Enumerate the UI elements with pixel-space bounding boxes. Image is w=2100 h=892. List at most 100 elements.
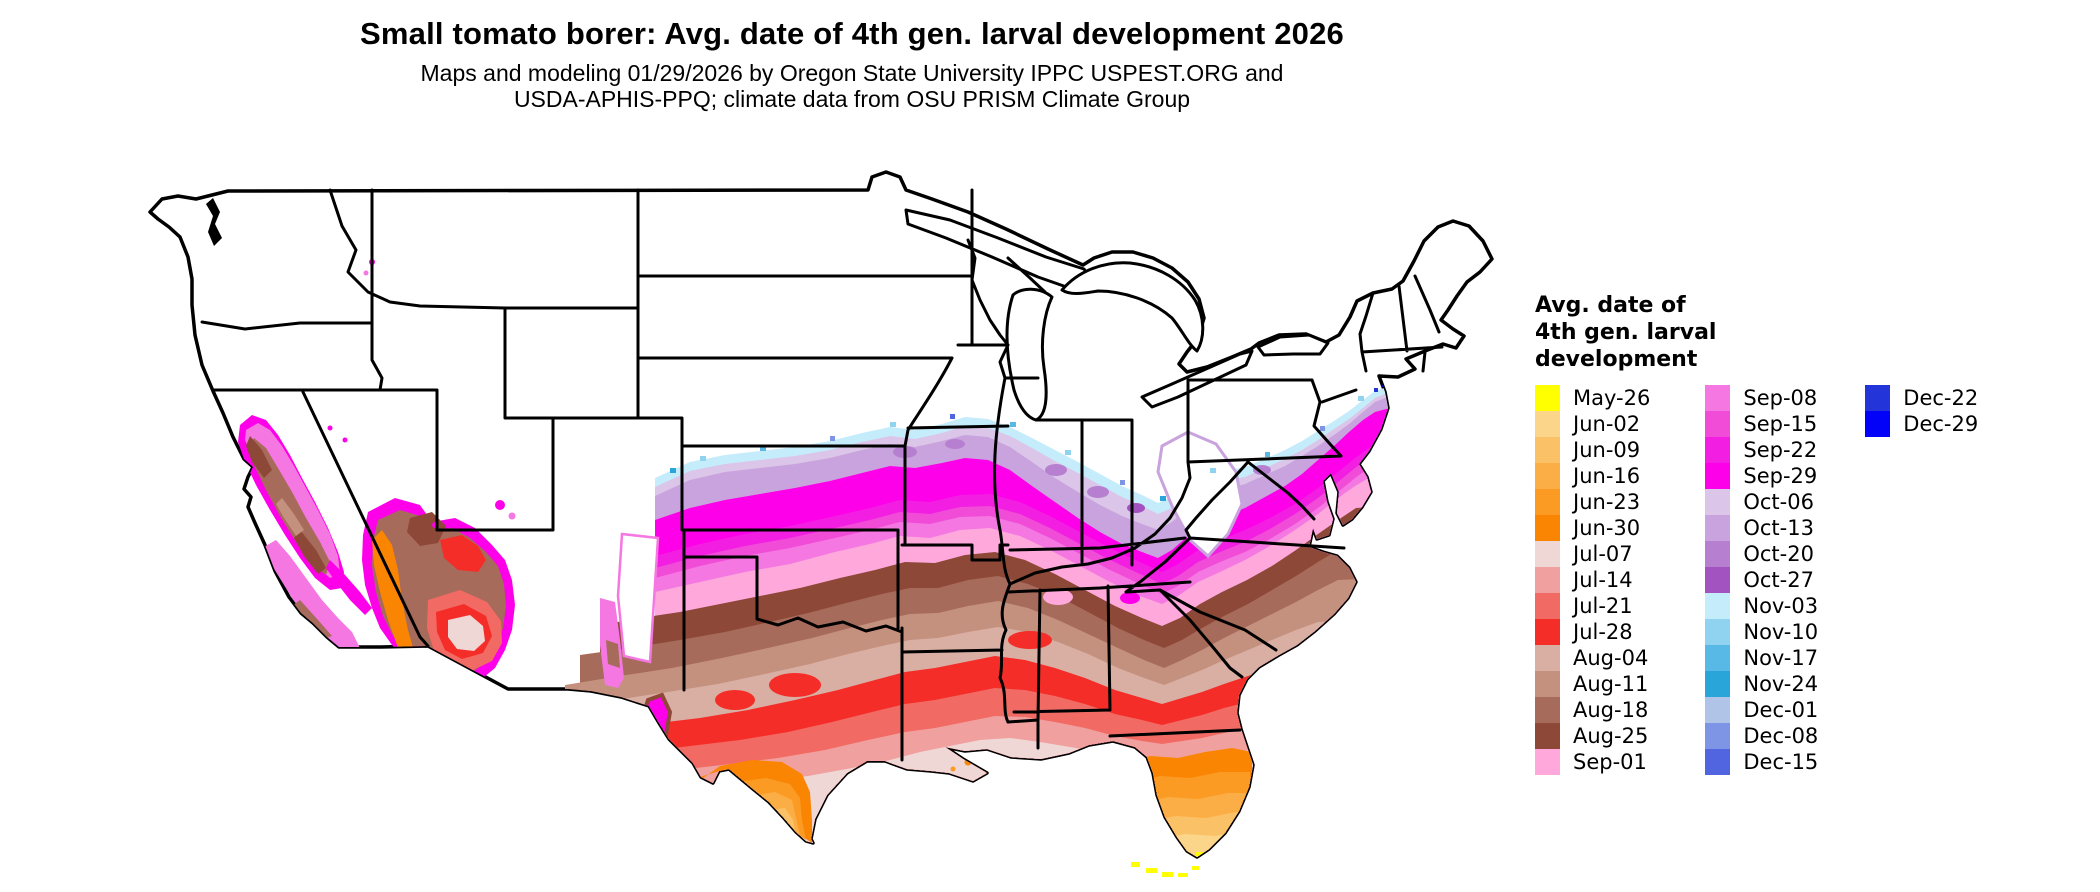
band-oct-27 — [1127, 503, 1145, 513]
legend-entry: Oct-20 — [1705, 541, 1818, 567]
lake-ontario — [1256, 333, 1330, 357]
legend-entry: Nov-03 — [1705, 593, 1818, 619]
band-jun-23 — [400, 655, 430, 680]
legend-swatch — [1705, 489, 1731, 515]
band-dec-08 — [1320, 426, 1325, 431]
band-dec-08 — [830, 436, 835, 441]
legend-swatch — [1535, 489, 1560, 515]
legend-entry: Dec-15 — [1705, 749, 1818, 775]
legend: Avg. date of 4th gen. larval development… — [1535, 292, 2095, 775]
legend-label: Jul-21 — [1573, 594, 1633, 618]
legend-swatch — [1535, 411, 1560, 437]
map-subtitle: Maps and modeling 01/29/2026 by Oregon S… — [152, 60, 1552, 112]
legend-swatch — [1865, 385, 1891, 411]
legend-label: Jul-28 — [1573, 620, 1633, 644]
map-title: Small tomato borer: Avg. date of 4th gen… — [359, 16, 1344, 51]
legend-entry: Sep-15 — [1705, 411, 1818, 437]
legend-label: Dec-08 — [1743, 724, 1819, 748]
legend-entry: Jun-30 — [1535, 515, 1650, 541]
band-oct-20 — [1087, 486, 1109, 498]
legend-swatch — [1535, 437, 1560, 463]
legend-label: Jul-14 — [1573, 568, 1633, 592]
legend-entry: Aug-18 — [1535, 697, 1650, 723]
legend-label: Jun-09 — [1573, 438, 1641, 462]
band-may-26 — [1178, 873, 1188, 877]
band-aug-18 — [292, 600, 332, 640]
legend-label: Jun-30 — [1573, 516, 1641, 540]
legend-entry: Oct-06 — [1705, 489, 1818, 515]
legend-entry: Jul-28 — [1535, 619, 1650, 645]
band-jul-28 — [1008, 631, 1052, 649]
legend-entry: Nov-17 — [1705, 645, 1818, 671]
legend-swatch — [1535, 619, 1560, 645]
band-sep-08 — [508, 512, 516, 520]
legend-swatch — [1705, 697, 1731, 723]
legend-swatch — [1535, 515, 1560, 541]
legend-entry: Dec-22 — [1865, 385, 1978, 411]
legend-entry: Jun-09 — [1535, 437, 1650, 463]
legend-entry: Jul-21 — [1535, 593, 1650, 619]
band-nov-10 — [700, 456, 706, 461]
legend-label: Jun-16 — [1573, 464, 1641, 488]
band-dec-22 — [1374, 388, 1378, 392]
legend-swatch — [1535, 749, 1560, 775]
legend-swatch — [1535, 671, 1560, 697]
legend-entry: Jun-23 — [1535, 489, 1650, 515]
map-subtitle-line2: USDA-APHIS-PPQ; climate data from OSU PR… — [513, 86, 1191, 112]
legend-label: Oct-20 — [1743, 542, 1814, 566]
band-dec-08 — [1120, 480, 1125, 485]
lake-michigan — [1005, 287, 1054, 422]
band-sep-29 — [326, 560, 372, 615]
legend-entry: Aug-04 — [1535, 645, 1650, 671]
band-jul-28 — [440, 535, 486, 572]
legend-swatch — [1705, 671, 1731, 697]
legend-swatch — [1865, 411, 1891, 437]
legend-title: Avg. date of 4th gen. larval development — [1535, 293, 1717, 372]
legend-swatch — [1705, 619, 1731, 645]
legend-entry: May-26 — [1535, 385, 1650, 411]
legend-entry: Jun-16 — [1535, 463, 1650, 489]
legend-label: Aug-18 — [1573, 698, 1649, 722]
great-lakes — [904, 208, 1330, 422]
band-jul-28 — [769, 673, 821, 697]
legend-swatch — [1705, 411, 1731, 437]
band-sep-29 — [327, 425, 333, 431]
legend-entry: Nov-24 — [1705, 671, 1818, 697]
legend-label: Dec-22 — [1903, 386, 1979, 410]
legend-label: Dec-01 — [1743, 698, 1819, 722]
band-sep-29 — [342, 437, 348, 443]
band-nov-17 — [760, 446, 766, 451]
legend-swatch — [1705, 723, 1731, 749]
legend-entry: Sep-29 — [1705, 463, 1818, 489]
band-nov-17 — [1265, 452, 1270, 457]
legend-label: Aug-25 — [1573, 724, 1649, 748]
band-oct-20 — [1045, 464, 1067, 476]
legend-swatch — [1535, 463, 1560, 489]
legend-swatch — [1535, 541, 1560, 567]
legend-entry: Sep-08 — [1705, 385, 1818, 411]
legend-entry: Aug-11 — [1535, 671, 1650, 697]
legend-entry: Sep-01 — [1535, 749, 1650, 775]
legend-label: Dec-15 — [1743, 750, 1819, 774]
legend-label: Aug-11 — [1573, 672, 1649, 696]
band-nov-10 — [890, 422, 896, 427]
legend-label: Nov-17 — [1743, 646, 1819, 670]
band-jun-30 — [692, 760, 812, 843]
legend-label: Sep-29 — [1743, 464, 1818, 488]
legend-column-2: Sep-08 Sep-15 Sep-22 Sep-29 Oct-06 Oct-13 Oct-… — [1705, 385, 1818, 775]
legend-swatch — [1705, 593, 1731, 619]
band-may-26 — [1162, 872, 1173, 877]
legend-swatch — [1535, 593, 1560, 619]
legend-label: Jul-07 — [1573, 542, 1633, 566]
band-oct-20 — [945, 439, 965, 449]
legend-label: May-26 — [1573, 386, 1651, 410]
legend-entry: Nov-10 — [1705, 619, 1818, 645]
legend-entries: May-26 Jun-02 Jun-09 Jun-16 Jun-23 Jun-30 Jul-… — [1535, 385, 1978, 775]
band-jun-30 — [372, 530, 420, 672]
band-jul-28 — [715, 690, 755, 710]
band-dec-15 — [950, 414, 955, 419]
legend-swatch — [1705, 541, 1731, 567]
legend-label: Nov-24 — [1743, 672, 1819, 696]
legend-entry: Oct-27 — [1705, 567, 1818, 593]
